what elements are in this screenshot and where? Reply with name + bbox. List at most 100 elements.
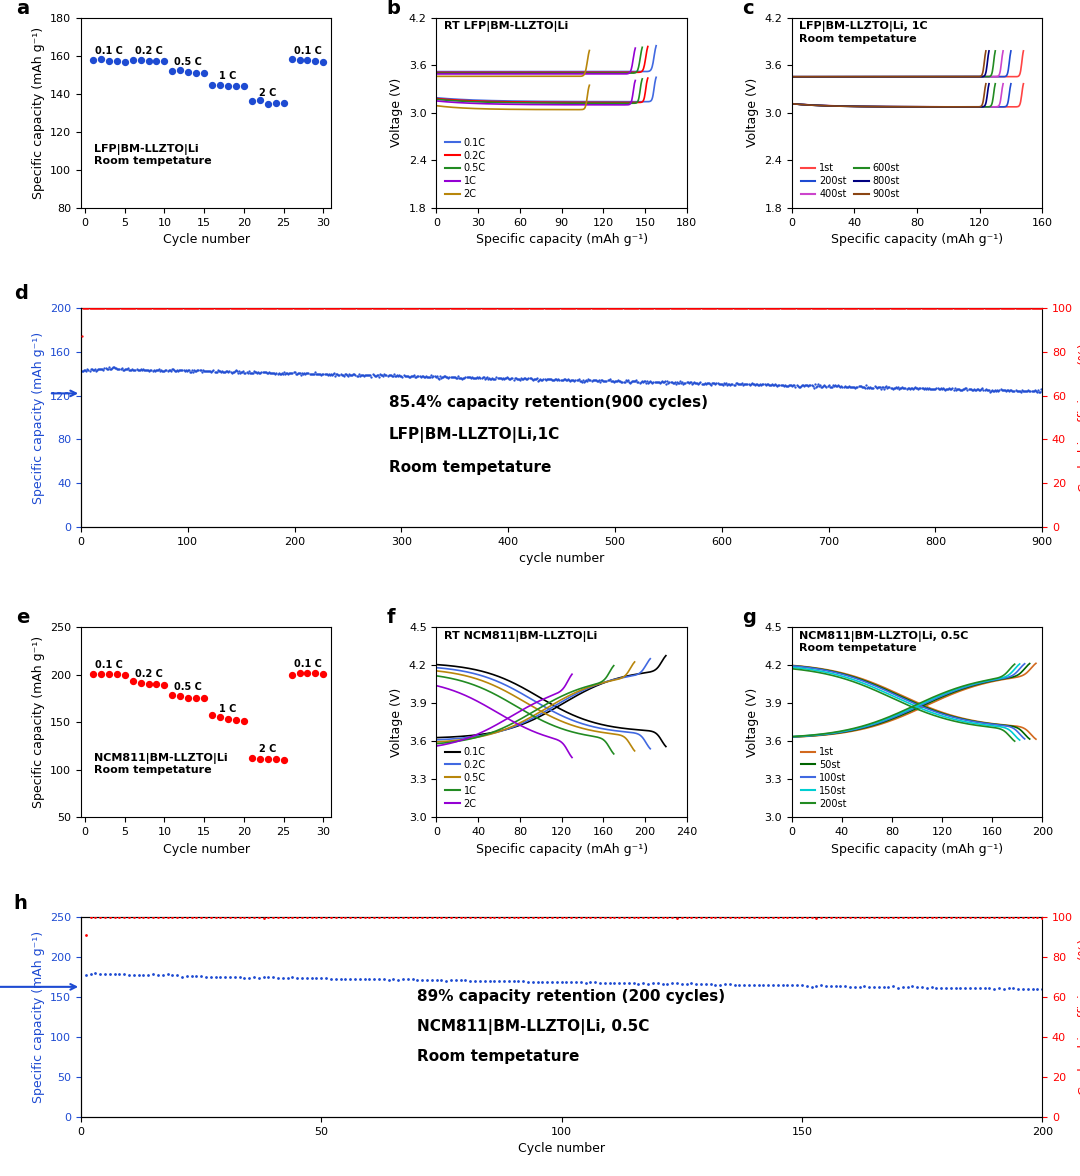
Point	[239, 299, 256, 318]
Point	[716, 299, 733, 318]
Point	[529, 299, 546, 318]
Point	[908, 379, 926, 397]
Point	[418, 970, 435, 989]
Y-axis label: Coulombic efficiency (%): Coulombic efficiency (%)	[1079, 940, 1080, 1095]
Point	[676, 374, 693, 393]
Point	[834, 299, 851, 318]
Point	[1029, 908, 1047, 927]
Point	[567, 908, 584, 927]
Point	[955, 299, 972, 318]
Point	[298, 969, 315, 988]
Point	[230, 299, 247, 318]
Point	[934, 379, 951, 397]
Text: 0.1 C: 0.1 C	[294, 46, 322, 55]
Point	[121, 299, 138, 318]
Point	[505, 299, 523, 318]
Point	[349, 299, 366, 318]
Point	[210, 361, 227, 380]
Point	[267, 299, 284, 318]
Point	[89, 299, 106, 318]
Point	[511, 370, 528, 389]
Point	[390, 908, 407, 927]
Point	[201, 299, 218, 318]
Point	[108, 299, 125, 318]
Point	[1001, 381, 1018, 400]
Point	[269, 365, 286, 383]
Point	[245, 299, 262, 318]
Point	[721, 299, 739, 318]
Point	[711, 374, 728, 393]
Point	[1023, 299, 1040, 318]
Point	[928, 908, 945, 927]
Point	[672, 372, 689, 390]
Point	[637, 299, 654, 318]
Point	[102, 908, 119, 927]
Y-axis label: Specific capacity (mAh g⁻¹): Specific capacity (mAh g⁻¹)	[31, 636, 44, 808]
Point	[798, 908, 815, 927]
Point	[639, 374, 657, 393]
Point	[497, 299, 514, 318]
Point	[543, 908, 561, 927]
Point	[946, 299, 963, 318]
Point	[149, 299, 166, 318]
Point	[986, 299, 1003, 318]
Point	[534, 908, 551, 927]
Point	[661, 373, 678, 392]
Point	[126, 299, 144, 318]
Point	[617, 299, 634, 318]
Point	[338, 299, 355, 318]
Point	[504, 370, 523, 389]
Point	[451, 368, 469, 387]
Point	[935, 380, 953, 399]
Point	[131, 360, 148, 379]
Point	[318, 365, 335, 383]
Point	[740, 299, 757, 318]
Point	[723, 299, 740, 318]
Point	[890, 377, 907, 396]
Point	[92, 49, 109, 68]
Point	[472, 299, 489, 318]
Point	[259, 299, 276, 318]
Point	[256, 363, 273, 382]
Point	[725, 375, 742, 394]
Point	[971, 908, 988, 927]
Point	[980, 299, 997, 318]
Point	[423, 970, 441, 989]
Point	[1004, 980, 1022, 998]
Point	[913, 379, 930, 397]
Point	[804, 376, 821, 395]
Point	[188, 908, 205, 927]
Point	[219, 362, 237, 381]
Point	[147, 299, 164, 318]
Point	[307, 52, 324, 71]
Point	[314, 365, 332, 383]
Point	[786, 375, 804, 394]
Point	[678, 908, 696, 927]
Point	[80, 361, 97, 380]
Point	[570, 369, 588, 388]
Point	[393, 299, 410, 318]
Point	[1020, 299, 1037, 318]
Text: 0.5 C: 0.5 C	[174, 682, 202, 693]
Point	[721, 908, 739, 927]
Point	[996, 381, 1013, 400]
Point	[86, 964, 104, 983]
Point	[735, 908, 753, 927]
Point	[738, 375, 755, 394]
Point	[519, 299, 537, 318]
Point	[633, 299, 650, 318]
Point	[720, 374, 738, 393]
Point	[851, 908, 868, 927]
Point	[537, 370, 554, 389]
Point	[468, 369, 485, 388]
Point	[699, 374, 716, 393]
Point	[820, 299, 837, 318]
Point	[610, 299, 627, 318]
Point	[310, 299, 327, 318]
Point	[727, 299, 744, 318]
Point	[827, 299, 845, 318]
Point	[1026, 299, 1043, 318]
Point	[146, 299, 163, 318]
Point	[588, 299, 605, 318]
Point	[241, 908, 258, 927]
